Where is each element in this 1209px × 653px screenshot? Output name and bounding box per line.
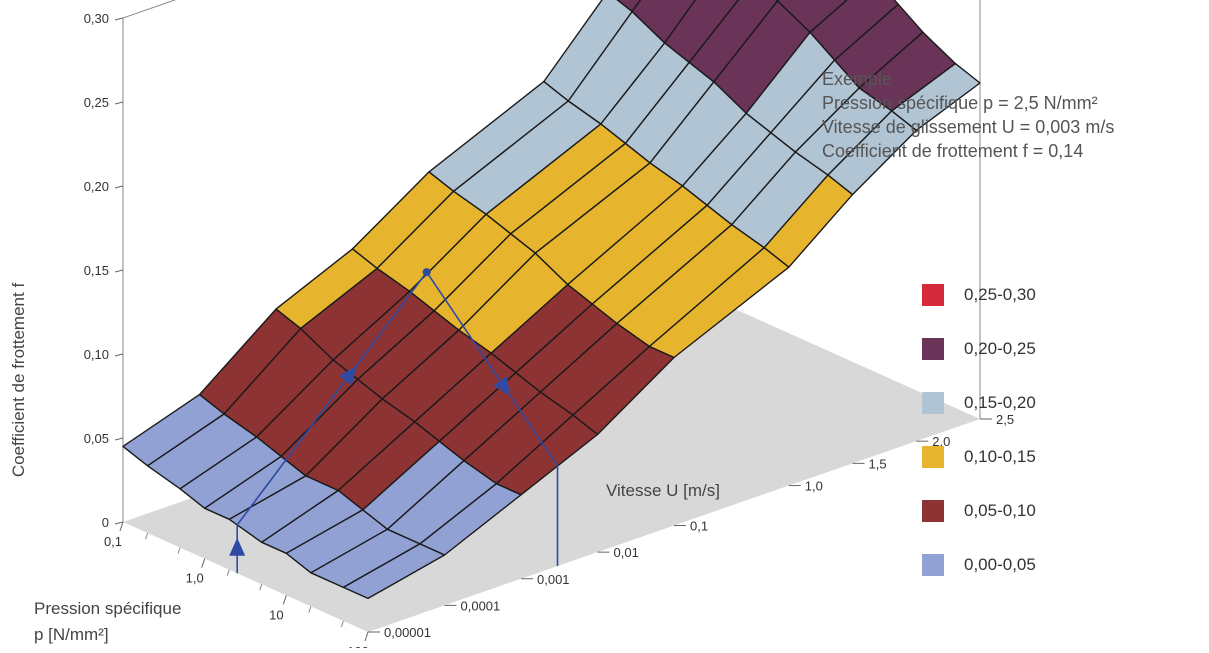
pressure-minor-tick — [340, 620, 344, 628]
legend-item: 0,25-0,30 — [922, 268, 1036, 322]
z-axis-title: Coefficient de frottement f — [9, 283, 28, 478]
velocity-tick-label: 0,1 — [690, 519, 708, 534]
example-guide-velocity — [426, 271, 559, 566]
z-tick-mark — [114, 269, 124, 273]
z-tick-mark — [114, 185, 124, 189]
legend-swatch — [922, 554, 944, 576]
legend-swatch — [922, 392, 944, 414]
legend-item: 0,15-0,20 — [922, 376, 1036, 430]
z-tick-label: 0,30 — [84, 11, 109, 26]
surface-cell — [342, 543, 446, 600]
velocity-tick-label: 1,0 — [805, 479, 823, 494]
z-tick-label: 0,20 — [84, 179, 109, 194]
legend-label: 0,25-0,30 — [964, 285, 1036, 304]
pressure-minor-tick — [145, 532, 149, 540]
legend: 0,25-0,30 0,20-0,25 0,15-0,20 0,10-0,15 … — [922, 268, 1036, 592]
example-velocity: Vitesse de glissement U = 0,003 m/s — [822, 117, 1115, 137]
legend-label: 0,00-0,05 — [964, 555, 1036, 574]
legend-item: 0,00-0,05 — [922, 538, 1036, 592]
legend-label: 0,20-0,25 — [964, 339, 1036, 358]
example-arrow-diagonal — [339, 366, 357, 386]
pressure-axis-title-line2: p [N/mm²] — [34, 625, 109, 644]
velocity-tick-label: 2,0 — [932, 434, 950, 449]
velocity-tick-label: 2,5 — [996, 412, 1014, 427]
pressure-minor-tick — [259, 584, 263, 591]
pressure-minor-tick — [226, 569, 230, 576]
velocity-tick-label: 0,001 — [537, 572, 570, 587]
legend-label: 0,05-0,10 — [964, 501, 1036, 520]
pressure-tick-label: 100 — [347, 644, 369, 648]
legend-label: 0,10-0,15 — [964, 447, 1036, 466]
example-friction: Coefficient de frottement f = 0,14 — [822, 141, 1084, 161]
legend-item: 0,10-0,15 — [922, 430, 1036, 484]
z-tick-label: 0,10 — [84, 347, 109, 362]
pressure-tick-mark — [364, 631, 369, 642]
pressure-tick-label: 10 — [269, 607, 283, 622]
pressure-tick-label: 0,1 — [104, 534, 122, 549]
velocity-tick-label: 0,0001 — [461, 598, 501, 613]
pressure-tick-mark — [282, 595, 287, 605]
legend-swatch — [922, 446, 944, 468]
example-point-marker — [422, 268, 431, 277]
pressure-axis-title-line1: Pression spécifique — [34, 599, 181, 618]
z-tick-mark — [114, 17, 124, 21]
pressure-tick-mark — [201, 558, 206, 568]
velocity-axis-title: Vitesse U [m/s] — [606, 481, 720, 500]
velocity-tick-label: 0,00001 — [384, 625, 431, 640]
z-tick-mark — [114, 437, 124, 441]
example-box: Exemple Pression spécifique p = 2,5 N/mm… — [822, 67, 1114, 163]
legend-swatch — [922, 284, 944, 306]
z-tick-mark — [114, 521, 124, 525]
legend-swatch — [922, 500, 944, 522]
pressure-minor-tick — [177, 547, 181, 554]
example-guide-pressure — [236, 271, 428, 574]
pressure-tick-label: 1,0 — [186, 571, 204, 586]
example-pressure: Pression spécifique p = 2,5 N/mm² — [822, 93, 1098, 113]
pressure-tick-mark — [119, 521, 124, 532]
example-arrow-up — [229, 537, 246, 556]
pressure-minor-tick — [308, 606, 312, 613]
z-tick-mark — [114, 101, 124, 105]
example-arrow-down — [493, 376, 511, 396]
example-heading: Exemple — [822, 69, 893, 89]
z-tick-label: 0,25 — [84, 95, 109, 110]
legend-item: 0,05-0,10 — [922, 484, 1036, 538]
velocity-tick-label: 0,01 — [614, 545, 639, 560]
legend-item: 0,20-0,25 — [922, 322, 1036, 376]
legend-swatch — [922, 338, 944, 360]
z-tick-label: 0,05 — [84, 431, 109, 446]
z-tick-mark — [114, 353, 124, 357]
legend-label: 0,15-0,20 — [964, 393, 1036, 412]
velocity-tick-label: 1,5 — [869, 456, 887, 471]
z-tick-label: 0 — [102, 515, 109, 530]
z-tick-label: 0,15 — [84, 263, 109, 278]
